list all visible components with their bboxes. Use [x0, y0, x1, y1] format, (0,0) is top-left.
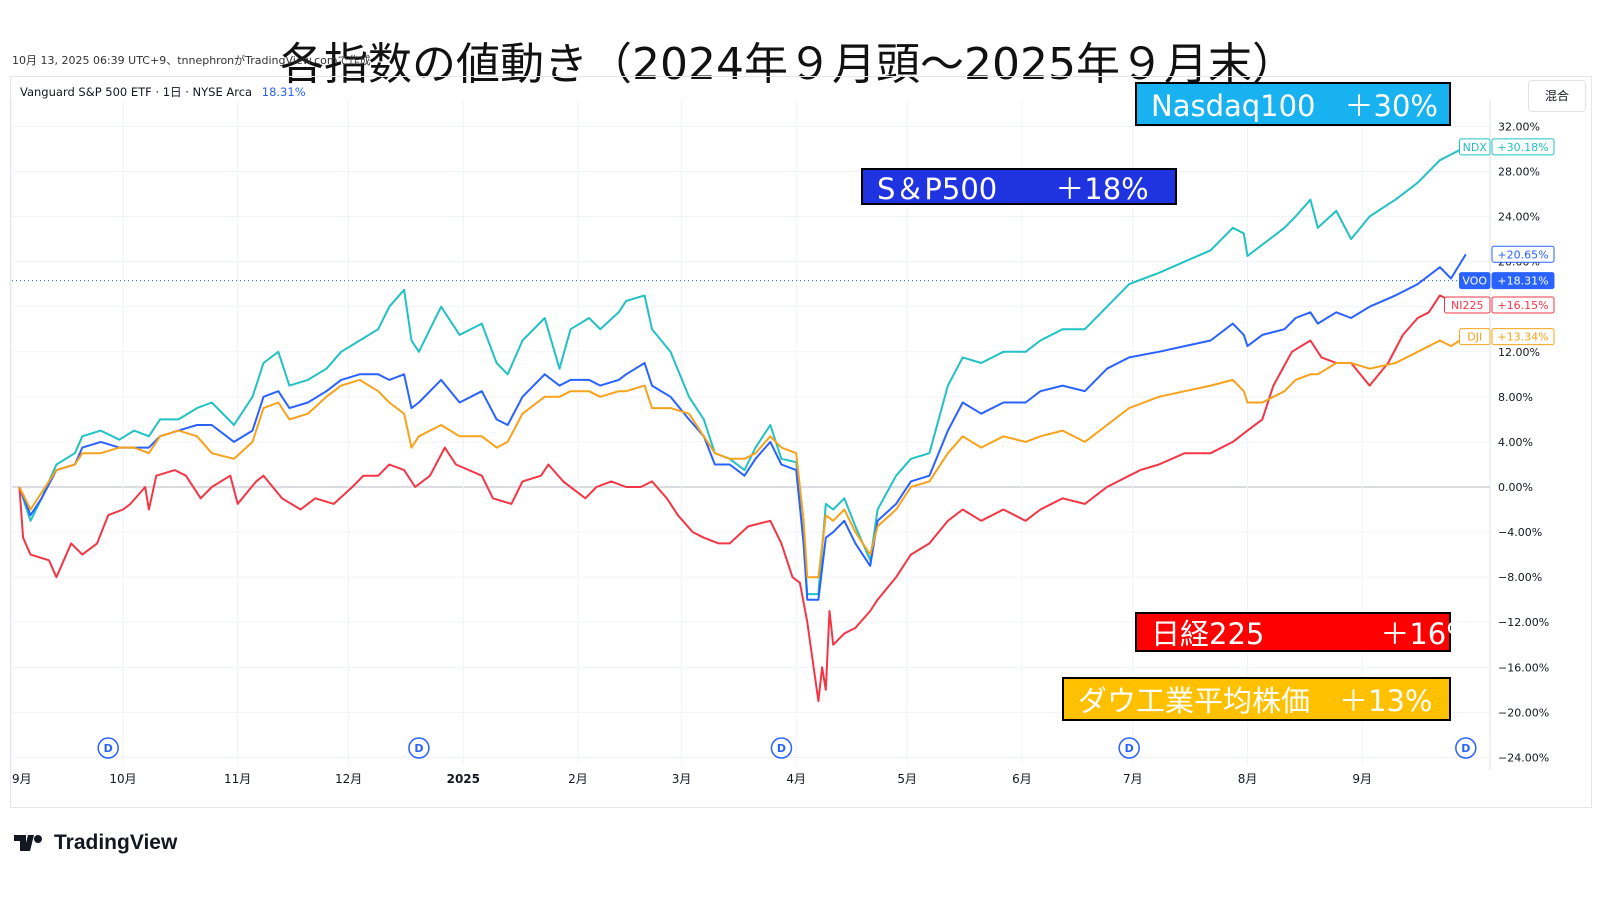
- annotation-nasdaq100: Nasdaq100 ＋30%: [1135, 82, 1451, 126]
- y-tick-label: 0.00%: [1498, 481, 1533, 494]
- symbol-tag-text-ni225: NI225: [1451, 299, 1483, 312]
- y-tick-label: 12.00%: [1498, 346, 1540, 359]
- x-tick-label: 11月: [224, 772, 251, 786]
- scale-mode-button[interactable]: 混合: [1528, 80, 1586, 112]
- symbol-tag-text-dji: DJI: [1467, 331, 1482, 344]
- symbol-tag-text-voo: VOO: [1462, 275, 1487, 288]
- x-tick-label: 10月: [109, 772, 136, 786]
- symbol-tag-ni225: [1444, 296, 1491, 314]
- scale-label-ndx: [1491, 138, 1555, 156]
- scale-label-text-ni225: +16.15%: [1497, 299, 1548, 312]
- y-tick-label: 32.00%: [1498, 120, 1540, 133]
- symbol-description: Vanguard S&P 500 ETF · 1日 · NYSE Arca: [20, 85, 253, 99]
- series-line-ni225[interactable]: [18, 294, 1467, 703]
- tradingview-mark-icon: [14, 833, 46, 853]
- headline-title: 各指数の値動き（2024年９月頭～2025年９月末）: [280, 39, 1296, 90]
- annotation-sp500: S＆P500 ＋18%: [861, 168, 1177, 206]
- symbol-tag-text-ndx: NDX: [1463, 141, 1488, 154]
- y-tick-label: 8.00%: [1498, 391, 1533, 404]
- tradingview-logo[interactable]: TradingView: [14, 831, 177, 855]
- scale-label-text-dji: +13.34%: [1497, 331, 1548, 344]
- scale-label-ni225: [1491, 296, 1555, 314]
- y-tick-label: 28.00%: [1498, 165, 1540, 178]
- dividend-marker-icon[interactable]: [97, 737, 119, 759]
- y-tick-label: −16.00%: [1498, 661, 1549, 674]
- brand-name: TradingView: [54, 831, 178, 854]
- symbol-value: 18.31%: [261, 85, 306, 99]
- annotation-dow: ダウ工業平均株価 ＋13%: [1062, 677, 1451, 721]
- x-tick-label: 9月: [1352, 772, 1372, 786]
- scale-label-text-voo-high: +20.65%: [1497, 248, 1548, 261]
- scale-label-dji: [1491, 328, 1555, 346]
- y-tick-label: 24.00%: [1498, 211, 1540, 224]
- symbol-tag-dji: [1459, 328, 1491, 346]
- scale-label-text-ndx: +30.18%: [1497, 141, 1548, 154]
- series-line-ndx[interactable]: [18, 146, 1467, 596]
- dividend-marker-label: D: [1125, 742, 1134, 755]
- x-tick-label: 9月: [12, 772, 32, 786]
- scale-label-voo-high: [1491, 245, 1555, 263]
- symbol-tag-ndx: [1459, 138, 1491, 156]
- series-line-dji[interactable]: [18, 335, 1467, 579]
- x-tick-label: 3月: [672, 772, 692, 786]
- x-tick-label: 2月: [568, 772, 588, 786]
- x-tick-label: 2025: [447, 772, 480, 786]
- annotation-nikkei225: 日経225 ＋16%: [1135, 612, 1474, 652]
- y-tick-label: 4.00%: [1498, 436, 1533, 449]
- x-tick-label: 7月: [1123, 772, 1143, 786]
- x-tick-label: 5月: [897, 772, 917, 786]
- dividend-marker-icon[interactable]: [1455, 737, 1477, 759]
- dividend-marker-icon[interactable]: [1118, 737, 1140, 759]
- dividend-marker-label: D: [414, 742, 423, 755]
- x-tick-label: 8月: [1238, 772, 1258, 786]
- dividend-marker-icon[interactable]: [408, 737, 430, 759]
- y-tick-label: −20.00%: [1498, 706, 1549, 719]
- dividend-marker-label: D: [1461, 742, 1470, 755]
- scale-label-text-voo: +18.31%: [1497, 275, 1548, 288]
- dividend-marker-label: D: [104, 742, 113, 755]
- dividend-marker-label: D: [777, 742, 786, 755]
- series-line-voo[interactable]: [18, 253, 1467, 601]
- y-tick-label: −4.00%: [1498, 526, 1542, 539]
- x-tick-label: 4月: [786, 772, 806, 786]
- symbol-tag-voo: [1459, 272, 1491, 290]
- x-tick-label: 12月: [335, 772, 362, 786]
- y-tick-label: −24.00%: [1498, 751, 1549, 764]
- y-tick-label: −12.00%: [1498, 616, 1549, 629]
- symbol-legend[interactable]: Vanguard S&P 500 ETF · 1日 · NYSE Arca 18…: [20, 84, 306, 100]
- dividend-marker-icon[interactable]: [770, 737, 793, 759]
- y-tick-label: −8.00%: [1498, 571, 1542, 584]
- scale-label-voo: [1491, 272, 1555, 290]
- chart-frame[interactable]: [10, 76, 1592, 808]
- x-tick-label: 6月: [1012, 772, 1032, 786]
- snapshot-caption: 10月 13, 2025 06:39 UTC+9、tnnephronがTradi…: [12, 54, 371, 67]
